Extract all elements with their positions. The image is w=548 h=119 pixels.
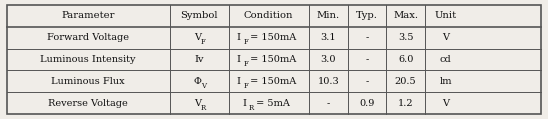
Text: -: - bbox=[366, 33, 369, 42]
Text: 20.5: 20.5 bbox=[395, 77, 416, 86]
Text: = 150mA: = 150mA bbox=[247, 77, 296, 86]
Text: Symbol: Symbol bbox=[180, 11, 218, 20]
Text: Min.: Min. bbox=[317, 11, 340, 20]
Text: Iv: Iv bbox=[195, 55, 204, 64]
Text: cd: cd bbox=[440, 55, 452, 64]
Text: 10.3: 10.3 bbox=[317, 77, 339, 86]
Text: R: R bbox=[201, 104, 206, 112]
Text: -: - bbox=[366, 55, 369, 64]
Text: -: - bbox=[327, 99, 330, 108]
Text: F: F bbox=[243, 60, 248, 68]
Text: 0.9: 0.9 bbox=[359, 99, 375, 108]
Text: I: I bbox=[242, 99, 246, 108]
Text: 3.1: 3.1 bbox=[321, 33, 336, 42]
Text: R: R bbox=[248, 104, 254, 112]
Text: Max.: Max. bbox=[393, 11, 418, 20]
Text: = 5mA: = 5mA bbox=[253, 99, 290, 108]
Text: -: - bbox=[366, 77, 369, 86]
Text: 3.0: 3.0 bbox=[321, 55, 336, 64]
Text: V: V bbox=[193, 33, 201, 42]
Text: Parameter: Parameter bbox=[61, 11, 115, 20]
Text: Unit: Unit bbox=[435, 11, 456, 20]
Text: Φ: Φ bbox=[193, 77, 201, 86]
Text: I: I bbox=[237, 77, 241, 86]
Text: I: I bbox=[237, 55, 241, 64]
Text: Luminous Intensity: Luminous Intensity bbox=[41, 55, 136, 64]
Text: F: F bbox=[243, 82, 248, 90]
Text: Luminous Flux: Luminous Flux bbox=[52, 77, 125, 86]
Text: Typ.: Typ. bbox=[356, 11, 378, 20]
Text: V: V bbox=[442, 33, 449, 42]
Text: Reverse Voltage: Reverse Voltage bbox=[48, 99, 128, 108]
Text: 6.0: 6.0 bbox=[398, 55, 413, 64]
Text: F: F bbox=[243, 38, 248, 46]
Text: 3.5: 3.5 bbox=[398, 33, 413, 42]
Text: Condition: Condition bbox=[244, 11, 293, 20]
Text: = 150mA: = 150mA bbox=[247, 33, 296, 42]
Text: 1.2: 1.2 bbox=[398, 99, 413, 108]
Text: = 150mA: = 150mA bbox=[247, 55, 296, 64]
Text: I: I bbox=[237, 33, 241, 42]
Text: F: F bbox=[201, 38, 206, 46]
Text: lm: lm bbox=[439, 77, 452, 86]
Text: V: V bbox=[442, 99, 449, 108]
Text: V: V bbox=[201, 82, 206, 90]
Text: Forward Voltage: Forward Voltage bbox=[47, 33, 129, 42]
Text: V: V bbox=[193, 99, 201, 108]
